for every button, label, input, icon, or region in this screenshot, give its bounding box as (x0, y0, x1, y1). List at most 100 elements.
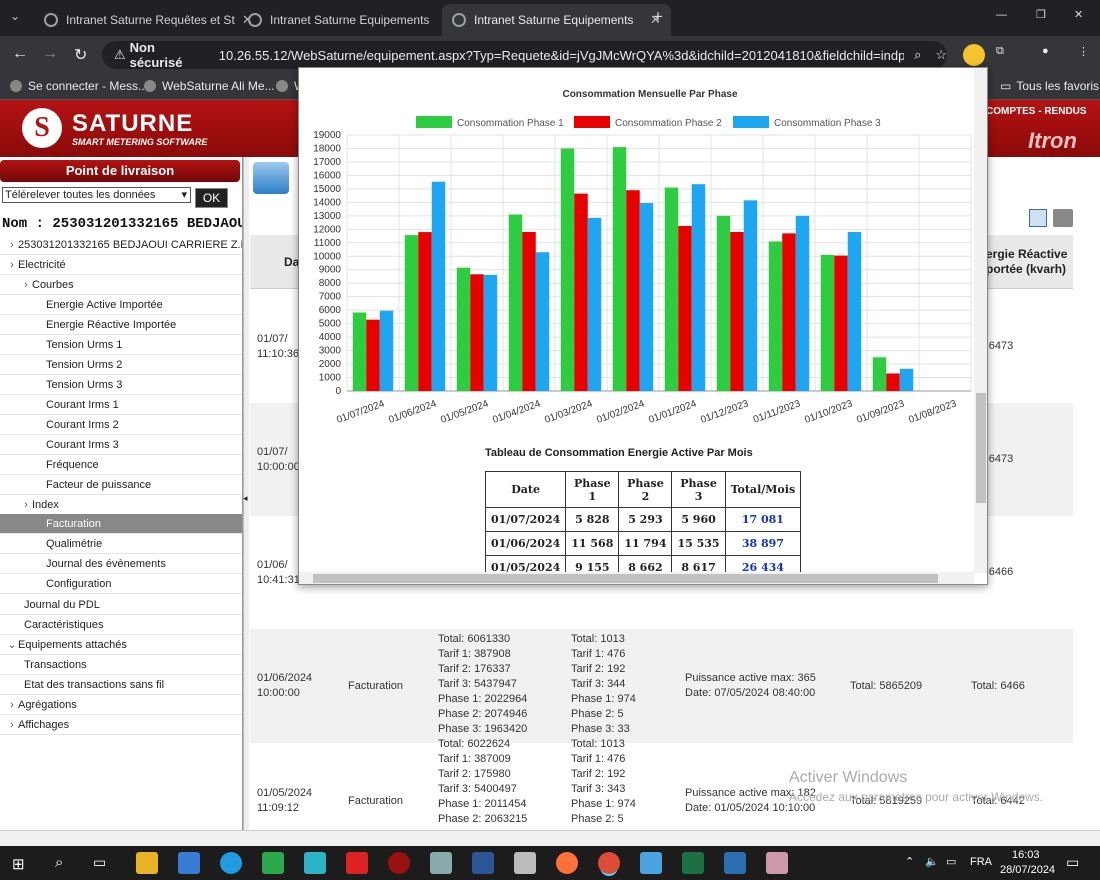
excel-icon[interactable] (682, 852, 704, 874)
extensions-icon[interactable]: ⧉ (996, 45, 1004, 57)
word-icon[interactable] (472, 852, 494, 874)
ok-button[interactable]: OK (195, 188, 228, 208)
sidebar-item[interactable]: Facteur de puissance (0, 475, 242, 495)
language-indicator[interactable]: FRA (970, 856, 992, 868)
browser-tab-3[interactable]: Intranet Saturne Equipements ✕ (442, 4, 671, 36)
y-tick-label: 3000 (319, 346, 342, 357)
print-icon[interactable] (1053, 209, 1073, 227)
browser-tab-2[interactable]: Intranet Saturne Equipements ✕ (238, 4, 467, 36)
table-row: 01/07/2024 5 828 5 293 5 960 17 081 (484, 507, 802, 532)
collapse-icon[interactable]: ◂ (243, 493, 248, 503)
edge-icon[interactable] (220, 852, 242, 874)
sidebar-item[interactable]: › Index (0, 495, 242, 515)
warning-icon: ⚠ (114, 47, 126, 62)
page-horizontal-scrollbar[interactable] (0, 830, 1100, 846)
zoom-icon[interactable]: ⌕ (914, 47, 922, 62)
extension-avatar-icon[interactable] (963, 44, 985, 66)
app-icon[interactable] (346, 852, 368, 874)
task-view-icon[interactable]: ▭ (93, 854, 107, 870)
scroll-thumb[interactable] (976, 393, 986, 503)
store-icon[interactable] (178, 852, 200, 874)
bar (560, 148, 575, 391)
url-field[interactable]: ⚠ Non sécurisé 10.26.55.12/WebSaturne/eq… (102, 40, 947, 70)
calculator-icon[interactable] (514, 852, 536, 874)
volume-icon[interactable]: 🔈 (925, 856, 939, 868)
notifications-icon[interactable]: ▭ (1066, 854, 1080, 870)
reload-icon[interactable]: ↻ (74, 47, 88, 64)
sidebar-item[interactable]: ⌄Equipements attachés (0, 635, 242, 655)
sidebar-item[interactable]: Courant Irms 1 (0, 395, 242, 415)
profile-icon[interactable]: ● (1042, 45, 1049, 57)
bookmark-item[interactable]: Se connecter - Mess... (10, 79, 148, 93)
horizontal-scrollbar[interactable] (299, 572, 974, 584)
sidebar-item-label: Courant Irms 1 (46, 399, 119, 411)
table-row[interactable]: 01/06/2024 10:00:00 Facturation Total: 606… (250, 629, 1073, 743)
sidebar-item[interactable]: Courant Irms 2 (0, 415, 242, 435)
tab-search-icon[interactable]: ⌄ (10, 9, 21, 23)
calendar-icon[interactable] (1029, 209, 1047, 227)
sidebar-item[interactable]: Journal des évènements (0, 554, 242, 574)
file-explorer-icon[interactable] (136, 852, 158, 874)
close-tab-icon[interactable]: ✕ (242, 12, 253, 27)
sidebar-item[interactable]: Fréquence (0, 455, 242, 475)
chrome-icon[interactable] (598, 852, 620, 874)
clock-date[interactable]: 28/07/2024 (1000, 864, 1056, 876)
sidebar-item[interactable]: Etat des transactions sans fil (0, 675, 242, 695)
minimize-icon[interactable]: — (996, 9, 1007, 21)
splitter[interactable]: ◂ (243, 157, 249, 830)
sidebar-item[interactable]: › Electricité (0, 255, 242, 275)
bookmark-item[interactable]: WebSaturne Ali Me... (144, 79, 275, 93)
back-icon[interactable]: ← (12, 45, 28, 62)
vertical-scrollbar[interactable] (974, 68, 987, 573)
sidebar-item[interactable]: Journal du PDL (0, 595, 242, 615)
sidebar-item[interactable]: Configuration (0, 574, 242, 594)
table-cell: 5 828 (565, 507, 620, 532)
chevron-icon: › (24, 279, 28, 291)
sidebar-item[interactable]: Transactions (0, 655, 242, 675)
bar (834, 255, 848, 391)
close-tab-icon[interactable]: ✕ (650, 12, 661, 27)
chevron-icon: › (24, 499, 28, 511)
all-bookmarks[interactable]: ▭ Tous les favoris (1000, 79, 1099, 93)
clock-time[interactable]: 16:03 (1012, 849, 1040, 861)
search-icon[interactable]: ⌕ (55, 854, 64, 871)
network-icon[interactable]: ▭ (946, 856, 957, 868)
sidebar-item[interactable]: Energie Active Importée (0, 295, 242, 315)
forward-icon[interactable]: → (42, 45, 58, 62)
menu-icon[interactable]: ⋮ (1078, 46, 1089, 58)
sidebar-item[interactable]: › 253031201332165 BEDJAOUI CARRIERE Z.IND (0, 235, 242, 255)
table-row[interactable]: 01/05/2024 11:09:12 Facturation Total: 602… (250, 738, 1073, 830)
app-icon[interactable] (388, 852, 410, 874)
action-select[interactable]: Télérelever toutes les données ▾ (2, 187, 191, 203)
sidebar-item[interactable]: › Agrégations (0, 695, 242, 715)
sidebar-item[interactable]: Courant Irms 3 (0, 435, 242, 455)
star-icon[interactable]: ☆ (935, 47, 947, 62)
sidebar-item[interactable]: Tension Urms 2 (0, 355, 242, 375)
app-icon[interactable] (640, 852, 662, 874)
sidebar-item[interactable]: Energie Réactive Importée (0, 315, 242, 335)
bookmark-icon (10, 80, 22, 92)
close-window-icon[interactable]: ✕ (1074, 9, 1084, 21)
browser-tab-1[interactable]: Intranet Saturne Requêtes et St ✕ (34, 4, 263, 36)
new-tab-icon[interactable]: + (653, 7, 663, 26)
sidebar-item[interactable]: Tension Urms 1 (0, 335, 242, 355)
sidebar-item[interactable]: Caractéristiques (0, 615, 242, 635)
windows-start-icon[interactable]: ⊞ (12, 856, 25, 873)
app-icon[interactable] (724, 852, 746, 874)
maximize-icon[interactable]: ❐ (1036, 9, 1046, 21)
scroll-thumb[interactable] (313, 574, 938, 583)
paint-icon[interactable] (766, 852, 788, 874)
app-icon[interactable] (304, 852, 326, 874)
sidebar-item[interactable]: › Affichages (0, 715, 242, 735)
tray-chevron-icon[interactable]: ⌃ (905, 856, 915, 868)
counter-cell: Total: 1013 Tarif 1: 476 Tarif 2: 192 Ta… (571, 633, 636, 735)
sidebar-item[interactable]: › Courbes (0, 275, 242, 295)
sidebar-item-label: Facteur de puissance (46, 479, 152, 491)
firefox-icon[interactable] (556, 852, 578, 874)
app-icon[interactable] (262, 852, 284, 874)
sidebar-item[interactable]: Tension Urms 3 (0, 375, 242, 395)
app-icon[interactable] (430, 852, 452, 874)
sidebar-item[interactable]: Facturation (0, 514, 242, 534)
active-energy-cell: Total: 6022624 Tarif 1: 387009 Tarif 2: … (438, 738, 528, 825)
sidebar-item[interactable]: Qualimétrie (0, 534, 242, 554)
